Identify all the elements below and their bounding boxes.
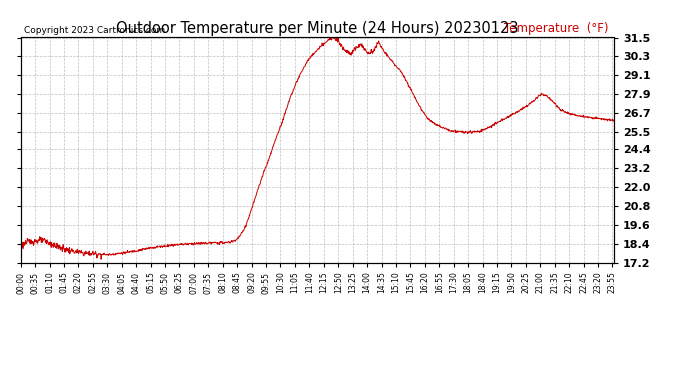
Title: Outdoor Temperature per Minute (24 Hours) 20230123: Outdoor Temperature per Minute (24 Hours… <box>116 21 519 36</box>
Text: Copyright 2023 Cartronics.com: Copyright 2023 Cartronics.com <box>23 26 165 35</box>
Text: Temperature  (°F): Temperature (°F) <box>504 22 608 35</box>
